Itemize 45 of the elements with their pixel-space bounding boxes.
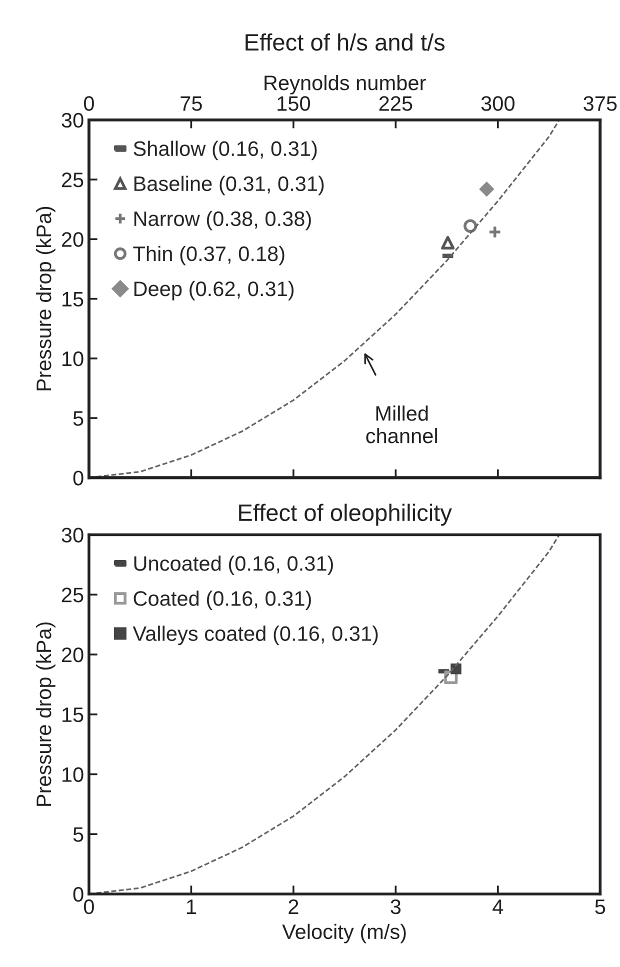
x2-tick-label: 75 bbox=[180, 96, 202, 111]
annotation: Milled channel bbox=[366, 406, 437, 444]
legend-label: Valleys coated (0.16, 0.31) bbox=[132, 626, 378, 646]
y-tick-label: 0 bbox=[73, 886, 84, 902]
y-tick-label: 30 bbox=[62, 112, 84, 128]
x-axis-title: Velocity (m/s) bbox=[282, 924, 406, 944]
x2-tick-label: 225 bbox=[379, 96, 412, 111]
x2-tick-label: 0 bbox=[84, 96, 94, 111]
y-tick-label: 25 bbox=[62, 588, 84, 602]
point bbox=[444, 670, 458, 684]
legend-label: Shallow (0.16, 0.31) bbox=[134, 140, 317, 160]
y-tick-label: 5 bbox=[73, 827, 84, 842]
legend-label: Uncoated (0.16, 0.31) bbox=[134, 556, 333, 575]
chart-title: Effect of oleophilicity bbox=[239, 504, 452, 526]
legend-label: Deep (0.62, 0.31) bbox=[134, 280, 294, 300]
y-tick-label: 15 bbox=[62, 292, 84, 307]
y-tick-label: 20 bbox=[62, 648, 84, 662]
y-tick-label: 5 bbox=[73, 411, 84, 426]
y-axis-title: Pressure drop (kPa) bbox=[36, 622, 56, 806]
x-tick-label: 1 bbox=[187, 900, 196, 914]
y-tick-label: 20 bbox=[62, 232, 84, 247]
y-tick-label: 25 bbox=[62, 172, 84, 188]
x2-axis-title: Reynolds number bbox=[264, 74, 426, 94]
x2-tick-label: 300 bbox=[481, 96, 514, 111]
x-tick-label: 4 bbox=[492, 900, 504, 914]
y-tick-label: 0 bbox=[73, 470, 84, 486]
point bbox=[441, 236, 455, 250]
y-tick-label: 10 bbox=[62, 351, 84, 366]
legend-label: Coated (0.16, 0.31) bbox=[134, 590, 311, 610]
point bbox=[488, 225, 502, 239]
x-tick-label: 3 bbox=[390, 899, 401, 914]
x2-tick-label: 375 bbox=[584, 96, 617, 111]
legend-label: Narrow (0.38, 0.38) bbox=[134, 210, 311, 230]
y-tick-label: 30 bbox=[62, 528, 84, 543]
legend-label: Baseline (0.31, 0.31) bbox=[134, 176, 324, 196]
y-axis-title: Pressure drop (kPa) bbox=[36, 206, 56, 390]
x-tick-label: 2 bbox=[288, 899, 298, 914]
x2-tick-label: 150 bbox=[278, 96, 310, 111]
x-tick-label: 5 bbox=[595, 900, 606, 914]
point bbox=[479, 181, 494, 197]
y-tick-label: 15 bbox=[62, 708, 84, 722]
chart-title: Effect of h/s and t/s bbox=[246, 33, 445, 51]
legend-label: Thin (0.37, 0.18) bbox=[133, 246, 284, 266]
x-tick-label: 0 bbox=[84, 899, 94, 914]
y-tick-label: 10 bbox=[62, 767, 84, 782]
